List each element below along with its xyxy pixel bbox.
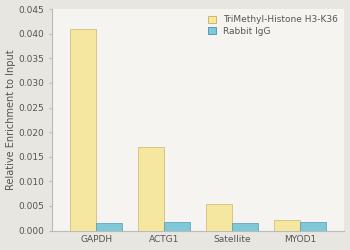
Bar <box>164 222 190 230</box>
Legend: TriMethyl-Histone H3-K36, Rabbit IgG: TriMethyl-Histone H3-K36, Rabbit IgG <box>206 14 340 38</box>
Bar <box>232 223 258 230</box>
Bar <box>96 223 122 230</box>
Bar <box>138 147 164 230</box>
Y-axis label: Relative Enrichment to Input: Relative Enrichment to Input <box>6 50 15 190</box>
Bar <box>300 222 326 230</box>
Bar <box>206 204 232 231</box>
Bar <box>70 29 96 230</box>
Bar <box>274 220 300 230</box>
